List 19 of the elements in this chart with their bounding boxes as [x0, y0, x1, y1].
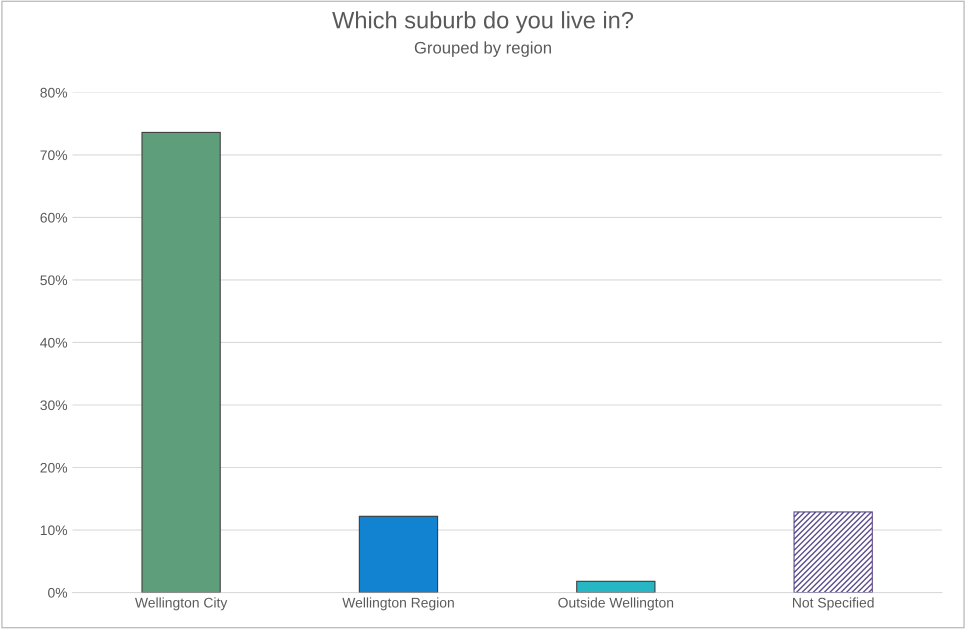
bar: [793, 511, 873, 593]
x-tick-label: Wellington City: [134, 597, 228, 610]
y-tick-label: 40%: [40, 338, 68, 348]
bar: [358, 516, 438, 593]
x-tick-label: Outside Wellington: [558, 597, 674, 610]
y-tick-label: 10%: [40, 525, 68, 536]
y-tick-label: 60%: [40, 212, 68, 223]
y-tick-label: 70%: [40, 150, 68, 160]
y-tick-label: 50%: [40, 275, 68, 286]
bar: [576, 580, 656, 593]
x-tick-label: Not Specified: [793, 597, 874, 610]
y-tick-label: 30%: [40, 400, 68, 410]
y-tick-label: 20%: [40, 462, 68, 473]
y-tick-label: 80%: [40, 88, 68, 98]
y-tick-label: 0%: [48, 588, 68, 598]
chart-title: Which suburb do you live in?: [332, 11, 634, 34]
chart-subtitle: Grouped by region: [414, 41, 551, 57]
x-tick-label: Wellington Region: [342, 597, 454, 610]
bar: [141, 132, 221, 593]
